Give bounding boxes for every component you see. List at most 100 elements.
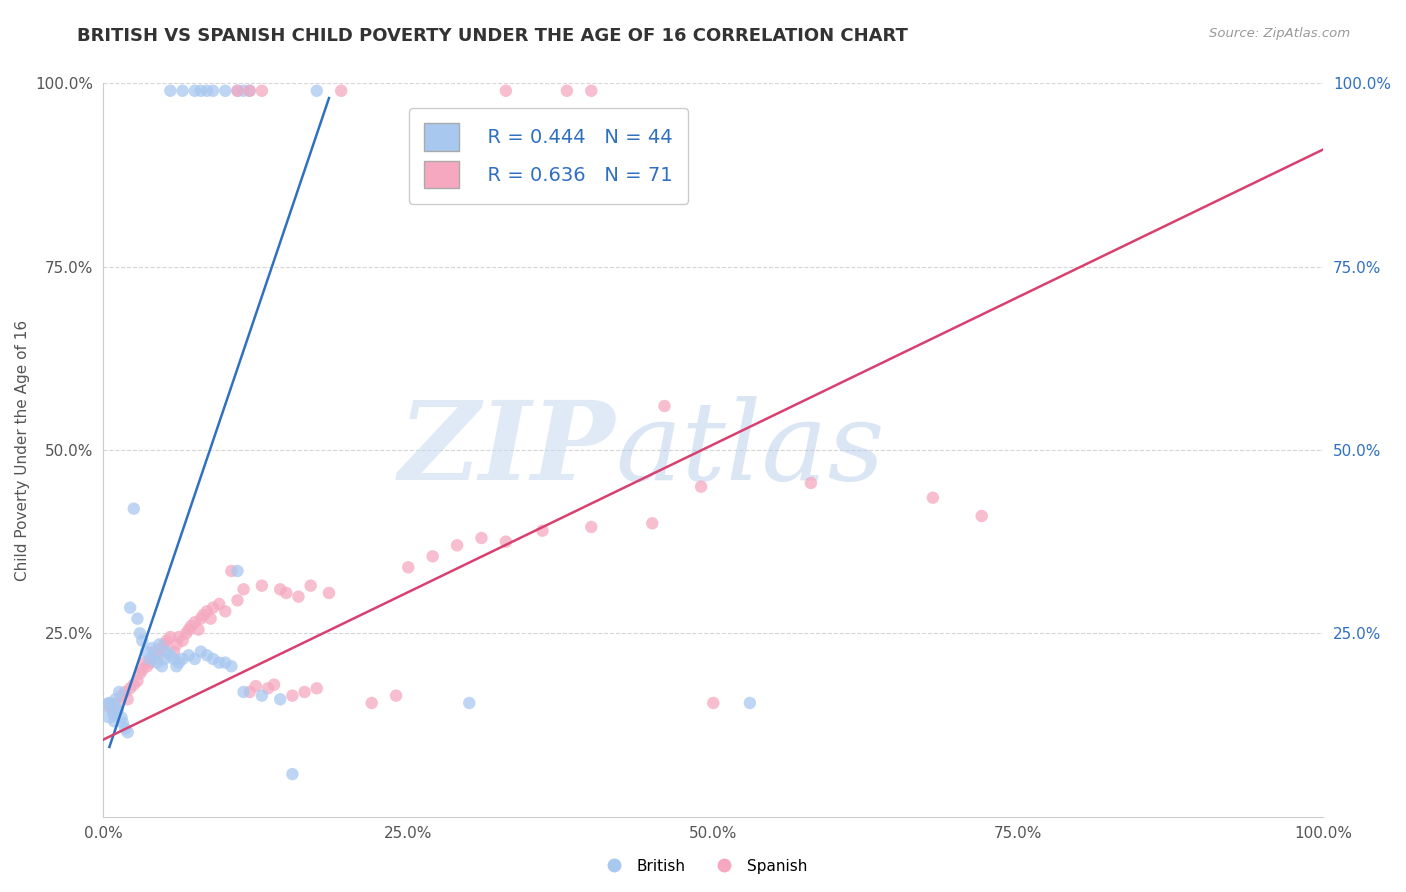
- Point: [167, 630, 190, 644]
- Point: [250, 84, 273, 98]
- Point: [108, 685, 131, 699]
- Point: [232, 84, 254, 98]
- Point: [318, 586, 340, 600]
- Point: [134, 656, 156, 670]
- Point: [330, 84, 353, 98]
- Point: [120, 681, 142, 696]
- Point: [148, 637, 170, 651]
- Point: [104, 706, 127, 721]
- Point: [305, 84, 328, 98]
- Point: [150, 659, 173, 673]
- Point: [159, 630, 181, 644]
- Point: [131, 633, 153, 648]
- Point: [239, 84, 262, 98]
- Point: [281, 767, 304, 781]
- Point: [294, 685, 316, 699]
- Point: [470, 531, 492, 545]
- Point: [208, 597, 231, 611]
- Point: [654, 399, 676, 413]
- Point: [138, 652, 160, 666]
- Point: [581, 84, 603, 98]
- Point: [305, 681, 328, 696]
- Point: [360, 696, 382, 710]
- Point: [114, 722, 136, 736]
- Point: [555, 84, 578, 98]
- Text: Source: ZipAtlas.com: Source: ZipAtlas.com: [1209, 27, 1350, 40]
- Point: [239, 685, 262, 699]
- Point: [172, 84, 194, 98]
- Point: [195, 84, 218, 98]
- Text: atlas: atlas: [616, 396, 886, 504]
- Point: [98, 696, 121, 710]
- Point: [226, 564, 249, 578]
- Point: [150, 640, 173, 655]
- Point: [193, 607, 215, 622]
- Point: [738, 696, 761, 710]
- Point: [131, 663, 153, 677]
- Point: [156, 645, 179, 659]
- Point: [190, 84, 212, 98]
- Point: [172, 633, 194, 648]
- Point: [156, 633, 179, 648]
- Point: [153, 637, 176, 651]
- Point: [226, 84, 249, 98]
- Point: [143, 648, 166, 663]
- Point: [136, 659, 159, 673]
- Point: [98, 703, 121, 717]
- Point: [257, 681, 280, 696]
- Point: [287, 590, 309, 604]
- Point: [166, 659, 188, 673]
- Point: [195, 604, 218, 618]
- Point: [495, 534, 517, 549]
- Point: [180, 619, 202, 633]
- Point: [177, 648, 200, 663]
- Point: [396, 560, 419, 574]
- Point: [263, 678, 285, 692]
- Point: [103, 714, 125, 729]
- Point: [135, 645, 157, 659]
- Point: [702, 696, 724, 710]
- Point: [581, 520, 603, 534]
- Point: [184, 652, 207, 666]
- Point: [458, 696, 481, 710]
- Point: [141, 640, 163, 655]
- Point: [190, 612, 212, 626]
- Text: ZIP: ZIP: [399, 396, 616, 504]
- Point: [141, 652, 163, 666]
- Point: [190, 645, 212, 659]
- Point: [269, 692, 291, 706]
- Point: [138, 656, 160, 670]
- Point: [143, 645, 166, 659]
- Point: [232, 685, 254, 699]
- Point: [146, 656, 169, 670]
- Point: [921, 491, 943, 505]
- Point: [163, 645, 186, 659]
- Point: [269, 582, 291, 597]
- Point: [177, 623, 200, 637]
- Point: [163, 652, 186, 666]
- Legend: British, Spanish: British, Spanish: [592, 853, 814, 880]
- Y-axis label: Child Poverty Under the Age of 16: Child Poverty Under the Age of 16: [15, 319, 30, 581]
- Point: [202, 600, 225, 615]
- Point: [200, 612, 222, 626]
- Text: BRITISH VS SPANISH CHILD POVERTY UNDER THE AGE OF 16 CORRELATION CHART: BRITISH VS SPANISH CHILD POVERTY UNDER T…: [77, 27, 908, 45]
- Point: [250, 689, 273, 703]
- Point: [111, 715, 134, 730]
- Point: [226, 593, 249, 607]
- Point: [187, 623, 209, 637]
- Point: [245, 679, 267, 693]
- Point: [120, 600, 142, 615]
- Point: [128, 626, 150, 640]
- Point: [148, 648, 170, 663]
- Point: [214, 656, 236, 670]
- Legend:   R = 0.444   N = 44,   R = 0.636   N = 71: R = 0.444 N = 44, R = 0.636 N = 71: [409, 108, 688, 203]
- Point: [128, 666, 150, 681]
- Point: [226, 84, 249, 98]
- Point: [184, 615, 207, 630]
- Point: [281, 689, 304, 703]
- Point: [195, 648, 218, 663]
- Point: [110, 711, 132, 725]
- Point: [127, 612, 149, 626]
- Point: [239, 84, 262, 98]
- Point: [159, 648, 181, 663]
